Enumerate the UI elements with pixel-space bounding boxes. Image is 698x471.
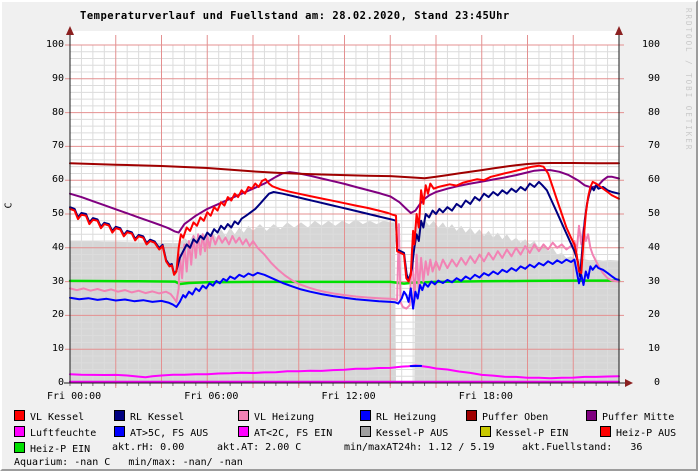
legend-item-puffer-mitte: Puffer Mitte [586, 410, 674, 423]
y-tick-label-left: 20 [51, 309, 64, 321]
legend-swatch-kessel-p-ein [480, 426, 491, 437]
y-tick-label-left: 90 [51, 72, 64, 84]
legend-swatch-at-5c-fs-aus [114, 426, 125, 437]
legend-label: AT<2C, FS EIN [254, 428, 333, 439]
legend-swatch-vl-heizung [238, 410, 249, 421]
series-vl-heizung [69, 223, 620, 310]
series-rl-kessel [69, 180, 620, 281]
y-tick-label-right: 90 [647, 72, 660, 84]
y-tick-label-right: 0 [653, 377, 660, 388]
legend-item-kessel-p-ein: Kessel-P EIN [480, 426, 568, 439]
y-tick-label-left: 0 [57, 377, 64, 388]
x-tick-label: Fri 06:00 [184, 391, 239, 402]
legend-label: VL Heizung [254, 412, 315, 423]
legend-item-at-2c-fs-ein: AT<2C, FS EIN [238, 426, 332, 439]
series-puffer-mitte [69, 169, 620, 234]
y-tick-label-right: 70 [647, 140, 660, 152]
legend-label: AT>5C, FS AUS [130, 428, 209, 439]
series-vl-kessel [69, 164, 620, 283]
y-tick-label-right: 80 [647, 106, 660, 118]
x-tick-label: Fri 12:00 [321, 391, 376, 402]
y-tick-label-right: 50 [647, 208, 660, 219]
legend-label: RL Heizung [376, 412, 437, 423]
y-tick-label-right: 10 [647, 343, 660, 355]
legend-item-at-5c-fs-aus: AT>5C, FS AUS [114, 426, 208, 439]
legend-item-heiz-p-aus: Heiz-P AUS [600, 426, 676, 439]
legend-item-vl-heizung: VL Heizung [238, 410, 314, 423]
legend-swatch-luftfeuchte [14, 426, 25, 437]
legend-item-heiz-p-ein: Heiz-P EIN [14, 442, 90, 455]
y-tick-label-left: 60 [51, 174, 64, 186]
x-axis-arrow [625, 379, 633, 387]
legend-swatch-rl-heizung [360, 410, 371, 421]
y-tick-label-right: 30 [647, 275, 660, 287]
legend-label: VL Kessel [30, 412, 85, 423]
chart-title: Temperaturverlauf und Fuellstand am: 28.… [80, 10, 510, 22]
legend-swatch-puffer-mitte [586, 410, 597, 421]
legend-label: Puffer Mitte [602, 412, 675, 423]
y-tick-label-right: 60 [647, 174, 660, 186]
legend-swatch-vl-kessel [14, 410, 25, 421]
legend-item-rl-kessel: RL Kessel [114, 410, 184, 423]
legend-swatch-rl-kessel [114, 410, 125, 421]
legend-aquarium-row: Aquarium: -nan C min/max: -nan/ -nan [14, 457, 243, 468]
legend-stat-0: akt.rH: 0.00 [112, 442, 185, 453]
legend-label: Heiz-P EIN [30, 444, 91, 455]
legend-label: RL Kessel [130, 412, 185, 423]
series-luftfeuchte [69, 364, 620, 380]
legend-swatch-heiz-p-aus [600, 426, 611, 437]
legend-swatch-at-2c-fs-ein [238, 426, 249, 437]
legend-item-puffer-oben: Puffer Oben [466, 410, 548, 423]
legend-label: Kessel-P AUS [376, 428, 449, 439]
y-tick-label-left: 80 [51, 106, 64, 118]
y-tick-label-right: 40 [647, 241, 660, 253]
legend-stat-2: min/maxAT24h: 1.12 / 5.19 [344, 442, 495, 453]
legend-stat-3: akt.Fuellstand: 36 [522, 442, 643, 453]
y-tick-label-right: 100 [641, 39, 660, 50]
y-tick-label-left: 50 [51, 208, 64, 219]
legend-stat-1: akt.AT: 2.00 C [217, 442, 302, 453]
y-tick-label-left: 100 [45, 39, 64, 50]
y-axis-left-arrow [66, 26, 74, 35]
legend-label: Heiz-P AUS [616, 428, 677, 439]
y-tick-label-left: 30 [51, 275, 64, 287]
y-tick-label-left: 40 [51, 241, 64, 253]
y-tick-label-left: 10 [51, 343, 64, 355]
legend-label: Luftfeuchte [30, 428, 97, 439]
series-puffer-oben [69, 162, 620, 180]
series-rl-heizung [69, 258, 620, 310]
legend-label: Puffer Oben [482, 412, 549, 423]
legend-item-kessel-p-aus: Kessel-P AUS [360, 426, 448, 439]
y-axis-right-arrow [615, 26, 623, 35]
rrdtool-watermark: RRDTOOL / TOBI OETIKER [684, 8, 693, 152]
legend-swatch-puffer-oben [466, 410, 477, 421]
y-tick-label-left: 70 [51, 140, 64, 152]
x-tick-label: Fri 18:00 [458, 391, 513, 402]
legend-swatch-kessel-p-aus [360, 426, 371, 437]
legend-item-vl-kessel: VL Kessel [14, 410, 84, 423]
y-tick-label-right: 20 [647, 309, 660, 321]
legend-swatch-heiz-p-ein [14, 442, 25, 453]
x-tick-label: Fri 00:00 [47, 391, 102, 402]
legend-item-rl-heizung: RL Heizung [360, 410, 436, 423]
legend-item-luftfeuchte: Luftfeuchte [14, 426, 96, 439]
legend-label: Kessel-P EIN [496, 428, 569, 439]
